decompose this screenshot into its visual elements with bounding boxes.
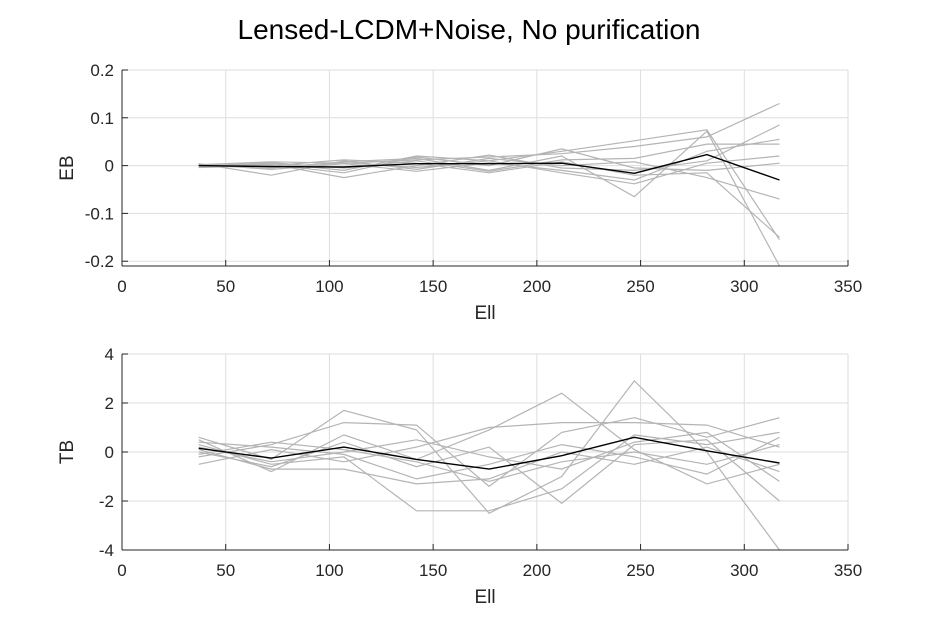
realization-line (198, 441, 780, 483)
x-tick-label: 350 (834, 561, 862, 580)
y-axis-label: TB (57, 440, 78, 464)
x-tick-label: 350 (834, 277, 862, 296)
subplot-2: 0 50 100 150 200 250 300 350 -4 -2 0 2 4 Ell TB (57, 345, 862, 608)
realization-line (198, 392, 780, 485)
y-tick-label: -4 (99, 541, 114, 560)
x-tick-label: 0 (117, 561, 126, 580)
y-tick-label: 0.2 (90, 61, 114, 80)
y-tick-label: 2 (105, 394, 114, 413)
y-tick-label: -0.2 (85, 252, 114, 271)
x-tick-label: 100 (315, 561, 343, 580)
y-tick-label: 4 (105, 345, 114, 364)
realization-line (198, 124, 780, 179)
realization-line (198, 417, 780, 488)
mean-line (198, 436, 780, 470)
realization-line (198, 143, 780, 172)
realization-line (198, 431, 780, 482)
realization-line (198, 422, 780, 465)
x-tick-label: 250 (626, 561, 654, 580)
y-tick-label: 0 (105, 157, 114, 176)
x-tick-label: 100 (315, 277, 343, 296)
figure-title: Lensed-LCDM+Noise, No purification (237, 14, 701, 45)
subplot-1: 0 50 100 150 200 250 300 350 -0.2 -0.1 0 0.1 0.2 Ell E… (57, 61, 862, 324)
y-tick-label: 0 (105, 443, 114, 462)
x-tick-label: 0 (117, 277, 126, 296)
y-axis-label: EB (57, 155, 78, 180)
realization-line (198, 379, 780, 551)
x-tick-label: 150 (419, 561, 447, 580)
x-tick-label: 50 (216, 277, 235, 296)
realization-line (198, 436, 780, 480)
plot-area (122, 70, 848, 266)
x-tick-label: 150 (419, 277, 447, 296)
x-axis-label: Ell (474, 303, 495, 324)
y-tick-label: -0.1 (85, 204, 114, 223)
x-axis-label: Ell (474, 587, 495, 608)
x-tick-label: 300 (730, 561, 758, 580)
realization-line (198, 102, 780, 166)
x-tick-label: 200 (523, 561, 551, 580)
mean-line (198, 153, 780, 181)
x-tick-label: 250 (626, 277, 654, 296)
realization-line (198, 159, 780, 238)
realization-line (198, 446, 780, 485)
x-tick-label: 200 (523, 277, 551, 296)
x-tick-label: 300 (730, 277, 758, 296)
y-tick-label: -2 (99, 492, 114, 511)
realization-line (198, 157, 780, 200)
y-tick-label: 0.1 (90, 109, 114, 128)
realization-line (198, 155, 780, 185)
x-tick-label: 50 (216, 561, 235, 580)
